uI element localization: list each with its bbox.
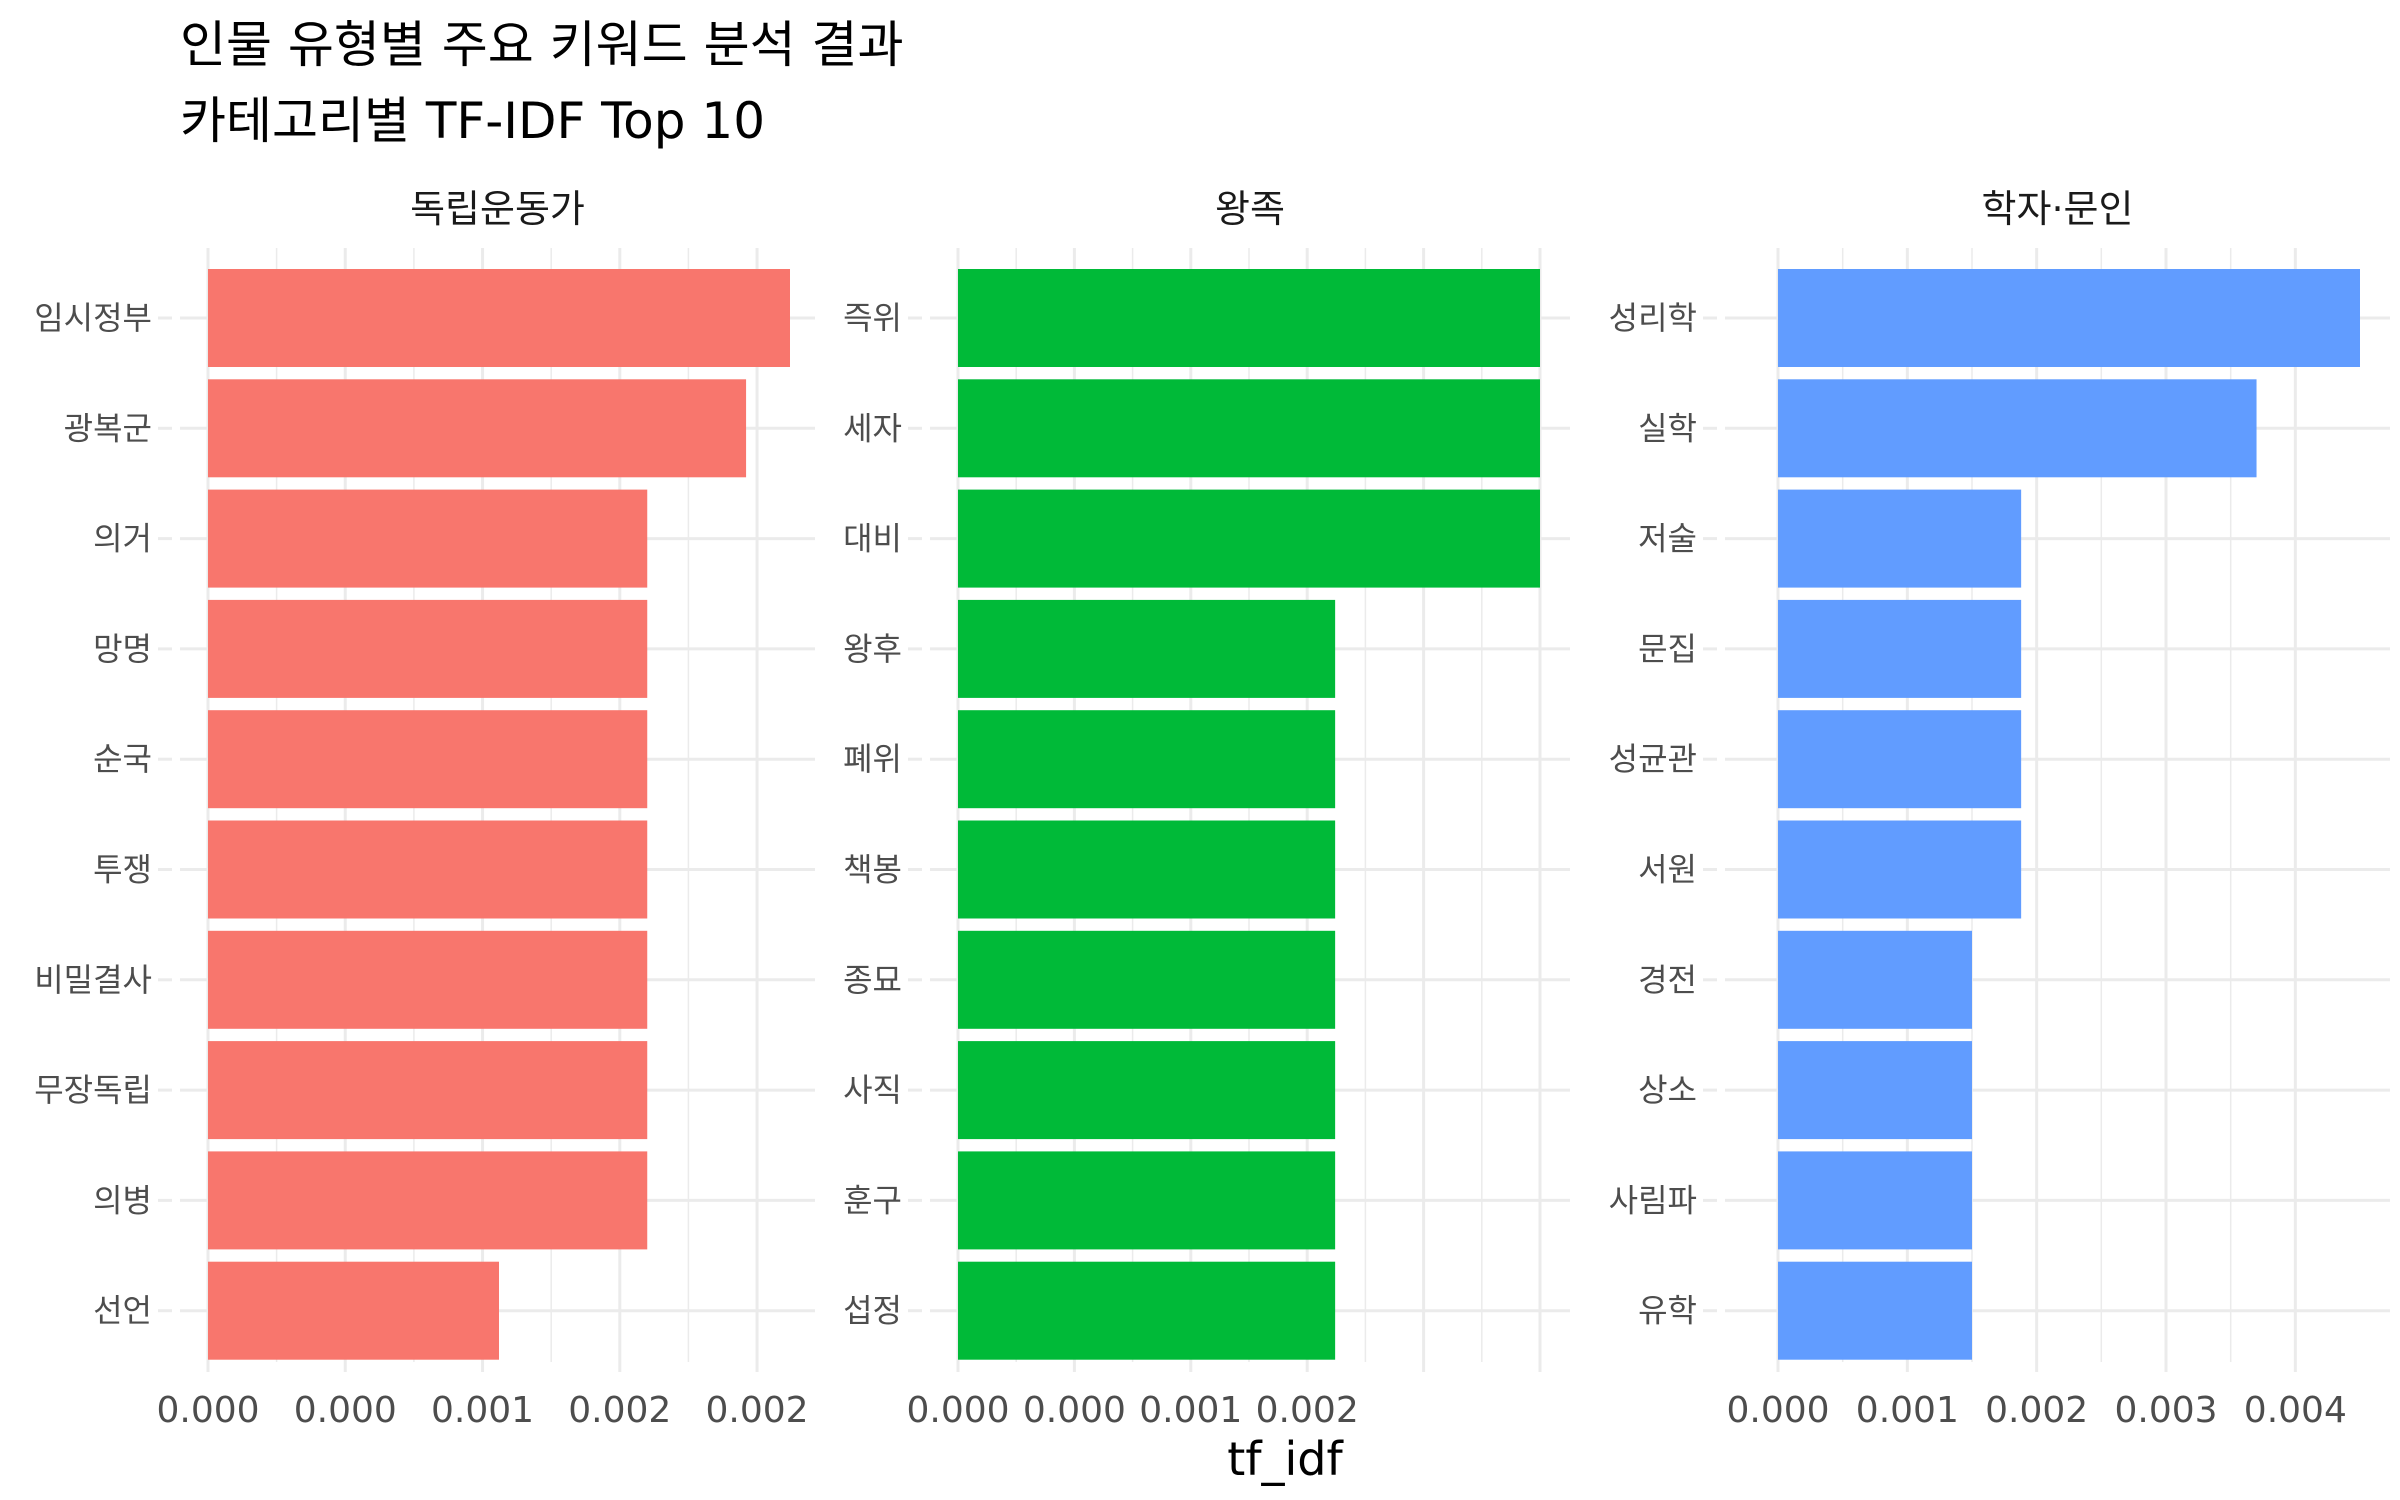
y-tick-label: 섭정 <box>843 1292 902 1330</box>
chart-title: 인물 유형별 주요 키워드 분석 결과 <box>180 16 903 74</box>
bar <box>1778 379 2257 478</box>
panel-title: 왕족 <box>1215 187 1285 231</box>
bar <box>1778 1041 1972 1140</box>
bar <box>958 489 1540 588</box>
x-tick-label: 0.001 <box>1856 1390 1959 1431</box>
panel-title: 학자·문인 <box>1982 187 2134 231</box>
y-tick-label: 임시정부 <box>34 299 152 337</box>
bar <box>958 930 1336 1029</box>
x-tick-label: 0.000 <box>294 1390 397 1431</box>
bar <box>208 820 648 919</box>
bar <box>958 710 1336 809</box>
y-tick-label: 의거 <box>93 520 152 558</box>
x-tick-label: 0.002 <box>568 1390 671 1431</box>
y-tick-label: 저술 <box>1638 520 1697 558</box>
bar <box>1778 599 2022 698</box>
chart-panels: 0.000 0.000 0.001 0.002 0.002 독립운동가임시정부광복군의거망… <box>34 187 2390 1431</box>
y-tick-label: 사직 <box>843 1071 902 1109</box>
x-tick-label: 0.003 <box>2114 1390 2217 1431</box>
bar <box>208 379 747 478</box>
bar <box>1778 930 1972 1029</box>
bar <box>208 599 648 698</box>
panel-3: 0.000 0.001 0.002 0.003 0.004 학자·문인성리학실학저술문집성… <box>1609 187 2390 1431</box>
y-tick-label: 경전 <box>1638 961 1697 999</box>
bar <box>958 269 1540 367</box>
panel-1: 0.000 0.000 0.001 0.002 0.002 독립운동가임시정부광복군의거망… <box>34 187 815 1431</box>
y-tick-label: 무장독립 <box>34 1071 152 1109</box>
y-tick-label: 의병 <box>93 1181 152 1219</box>
x-tick-label: 0.002 <box>1256 1390 1359 1431</box>
y-tick-label: 종묘 <box>843 961 902 999</box>
y-tick-label: 세자 <box>843 409 902 447</box>
bar <box>208 710 648 809</box>
x-tick-label: 0.000 <box>1023 1390 1126 1431</box>
x-tick-label: 0.000 <box>906 1390 1009 1431</box>
bar <box>208 269 790 367</box>
bar <box>958 1151 1336 1250</box>
x-tick-label: 0.000 <box>156 1390 259 1431</box>
x-tick-label: 0.002 <box>1985 1390 2088 1431</box>
y-tick-label: 상소 <box>1638 1071 1697 1109</box>
y-tick-label: 실학 <box>1638 409 1697 447</box>
y-tick-label: 순국 <box>93 740 152 778</box>
y-tick-label: 훈구 <box>843 1181 902 1219</box>
y-tick-label: 사림파 <box>1609 1181 1697 1219</box>
x-axis-label: tf_idf <box>1227 1432 1344 1486</box>
x-tick-label: 0.000 <box>1726 1390 1829 1431</box>
y-tick-label: 즉위 <box>843 299 902 337</box>
bar <box>1778 489 2022 588</box>
y-tick-label: 책봉 <box>843 851 902 889</box>
bar <box>208 1261 499 1360</box>
y-tick-label: 성균관 <box>1609 740 1697 778</box>
y-tick-label: 대비 <box>843 520 902 558</box>
bar <box>1778 1261 1972 1360</box>
y-tick-label: 망명 <box>93 630 152 668</box>
bar <box>1778 710 2022 809</box>
x-tick-label: 0.004 <box>2244 1390 2347 1431</box>
chart-subtitle: 카테고리별 TF-IDF Top 10 <box>180 92 765 150</box>
y-tick-label: 비밀결사 <box>34 961 152 999</box>
y-tick-label: 문집 <box>1638 630 1697 668</box>
bar <box>1778 269 2360 367</box>
panel-2: 0.000 0.000 0.001 0.002 왕족즉위세자대비왕후폐위책봉종묘사직훈구… <box>843 187 1570 1431</box>
y-tick-label: 광복군 <box>64 409 152 447</box>
bar <box>958 1261 1336 1360</box>
y-tick-label: 서원 <box>1638 851 1697 889</box>
y-tick-label: 폐위 <box>843 740 902 778</box>
x-tick-label: 0.001 <box>431 1390 534 1431</box>
bar <box>958 379 1540 478</box>
bar <box>208 489 648 588</box>
bar <box>1778 820 2022 919</box>
bar <box>1778 1151 1972 1250</box>
bar <box>958 820 1336 919</box>
y-tick-label: 성리학 <box>1609 299 1697 337</box>
bar <box>208 930 648 1029</box>
bar <box>958 1041 1336 1140</box>
bar <box>958 599 1336 698</box>
y-tick-label: 선언 <box>93 1292 152 1330</box>
bar <box>208 1151 648 1250</box>
y-tick-label: 유학 <box>1638 1292 1697 1330</box>
panel-title: 독립운동가 <box>410 187 585 231</box>
bar <box>208 1041 648 1140</box>
y-tick-label: 왕후 <box>843 630 902 668</box>
x-tick-label: 0.001 <box>1139 1390 1242 1431</box>
x-tick-label: 0.002 <box>706 1390 809 1431</box>
y-tick-label: 투쟁 <box>93 851 152 889</box>
